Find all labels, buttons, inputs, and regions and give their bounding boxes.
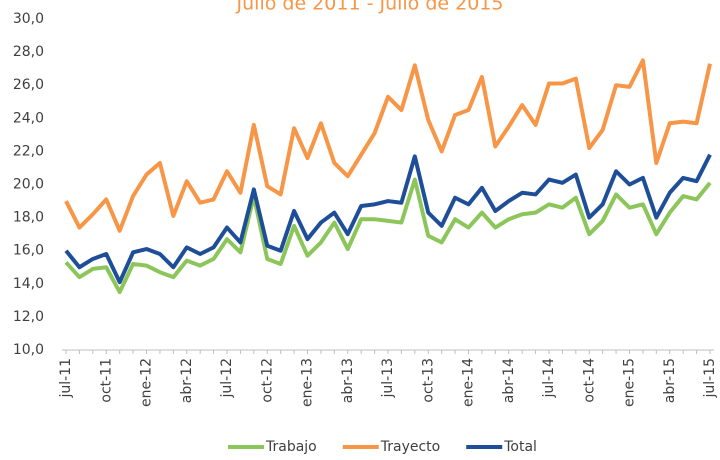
x-tick-label: abr-15 <box>662 358 678 403</box>
x-tick-label: oct-13 <box>420 358 436 403</box>
x-tick-label: ene-12 <box>139 358 155 407</box>
y-tick-label: 14,0 <box>13 276 44 292</box>
x-tick-label: ene-15 <box>622 358 638 407</box>
y-tick-label: 22,0 <box>13 143 44 159</box>
y-tick-label: 24,0 <box>13 110 44 126</box>
x-tick-label: oct-11 <box>98 358 114 403</box>
y-tick-label: 12,0 <box>13 309 44 325</box>
x-tick-label: oct-12 <box>259 358 275 403</box>
y-tick-label: 26,0 <box>13 77 44 93</box>
chart-title: Julio de 2011 - Julio de 2015 <box>236 0 504 15</box>
x-tick-label: abr-14 <box>501 358 517 403</box>
x-tick-label: ene-14 <box>461 358 477 407</box>
x-tick-label: jul-15 <box>702 358 718 399</box>
series-line <box>64 177 712 295</box>
y-tick-label: 10,0 <box>13 342 44 358</box>
x-tick-label: jul-14 <box>541 358 557 399</box>
x-tick-label: jul-13 <box>380 358 396 399</box>
x-tick-label: abr-12 <box>179 358 195 403</box>
legend-label: Trayecto <box>380 439 440 455</box>
x-tick-label: abr-13 <box>340 358 356 403</box>
y-tick-label: 16,0 <box>13 243 44 259</box>
series-line <box>64 58 712 233</box>
y-tick-label: 18,0 <box>13 210 44 226</box>
x-tick-label: jul-12 <box>219 358 235 399</box>
x-tick-label: ene-13 <box>300 358 316 407</box>
x-tick-label: jul-11 <box>58 358 74 399</box>
legend-label: Total <box>503 439 537 455</box>
legend-label: Trabajo <box>265 439 317 455</box>
y-tick-label: 30,0 <box>13 11 44 27</box>
series-line <box>64 153 712 285</box>
y-tick-label: 20,0 <box>13 177 44 193</box>
x-tick-label: oct-14 <box>581 358 597 403</box>
y-tick-label: 28,0 <box>13 44 44 60</box>
